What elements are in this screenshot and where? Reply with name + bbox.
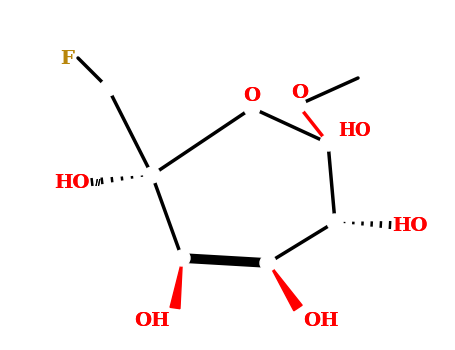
Text: O: O <box>292 84 308 102</box>
Polygon shape <box>268 263 302 311</box>
Text: F: F <box>60 50 74 68</box>
Text: HO: HO <box>338 122 371 140</box>
Circle shape <box>260 255 276 271</box>
Text: HO: HO <box>392 217 428 235</box>
Text: HO: HO <box>55 174 90 192</box>
Text: HO: HO <box>392 217 428 235</box>
Text: OH: OH <box>303 312 339 330</box>
Circle shape <box>144 167 160 183</box>
Circle shape <box>244 100 260 116</box>
Text: OH: OH <box>135 312 170 330</box>
Text: F: F <box>60 50 74 68</box>
Text: HO: HO <box>55 174 90 192</box>
Text: O: O <box>292 84 308 102</box>
Text: ıı: ıı <box>95 176 102 189</box>
Polygon shape <box>170 258 182 309</box>
Circle shape <box>320 135 336 151</box>
Text: O: O <box>243 87 261 105</box>
Circle shape <box>100 80 116 96</box>
Circle shape <box>174 250 190 266</box>
Text: OH: OH <box>303 312 339 330</box>
Circle shape <box>327 214 343 230</box>
Circle shape <box>290 97 306 113</box>
Text: ıı: ıı <box>95 176 102 189</box>
Text: O: O <box>243 87 261 105</box>
Text: OH: OH <box>135 312 170 330</box>
Text: HO: HO <box>338 122 371 140</box>
